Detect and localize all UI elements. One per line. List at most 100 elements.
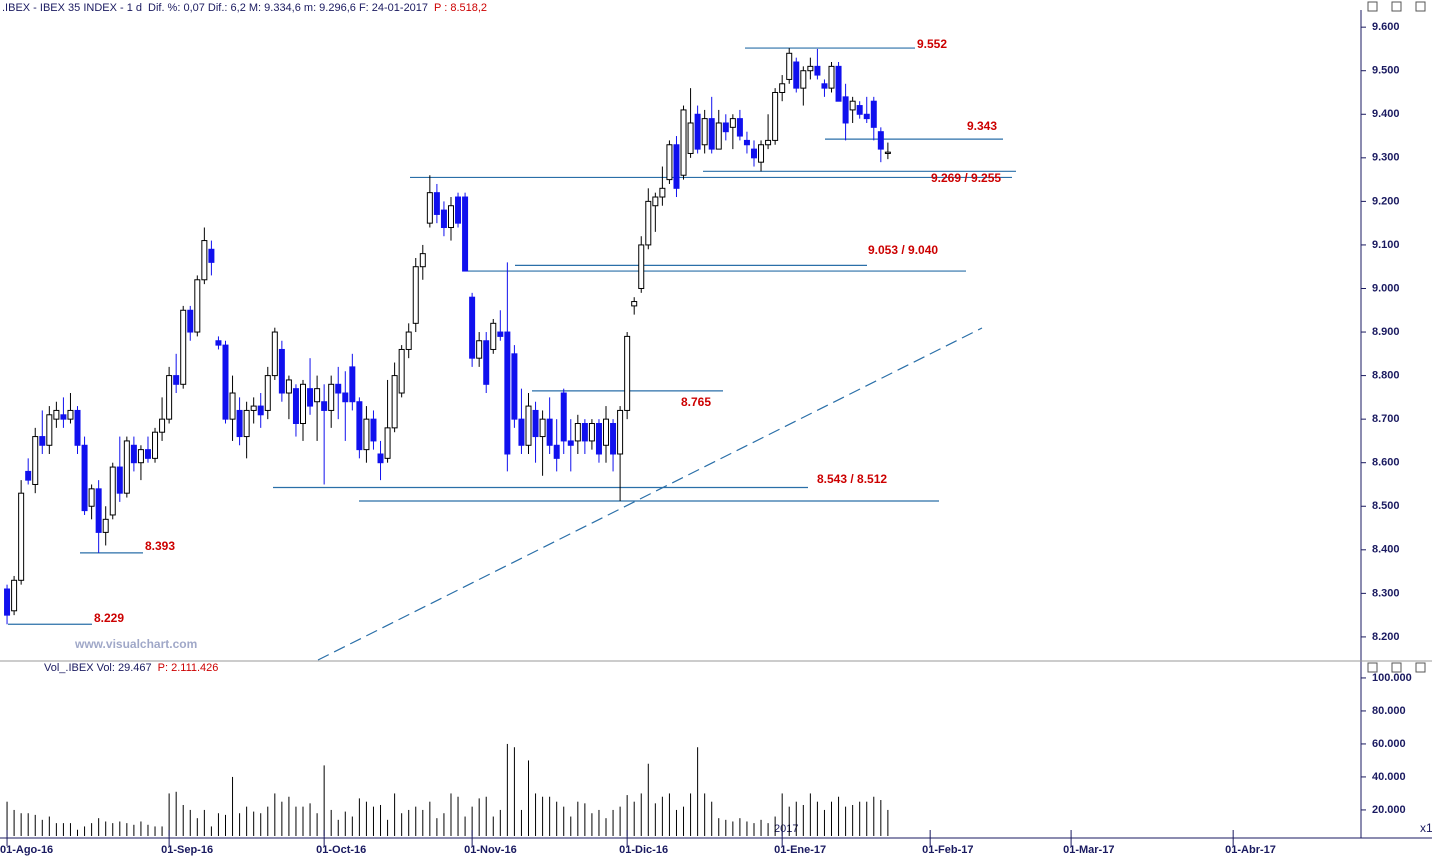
candle-body	[455, 196, 462, 224]
candle-body	[842, 96, 849, 124]
candle-body	[553, 444, 560, 459]
button[interactable]	[1391, 1, 1402, 12]
y-tick-label: 9.400	[1372, 108, 1400, 120]
candle-body	[356, 401, 363, 451]
candle-body	[708, 118, 715, 150]
candle-body	[595, 423, 602, 455]
candle-body	[25, 470, 32, 481]
instrument: .IBEX - IBEX 35 INDEX - 1 d	[2, 2, 142, 14]
candle-body	[285, 379, 292, 394]
level-label: 8.543 / 8.512	[817, 472, 887, 486]
candle-body	[384, 427, 391, 459]
candle-body	[666, 144, 673, 181]
candle-body	[391, 375, 398, 429]
candle-body	[271, 331, 278, 377]
y-tick-label: 20.000	[1372, 804, 1406, 816]
candle-body	[884, 151, 891, 154]
candle-body	[610, 423, 617, 455]
candle-body	[447, 205, 454, 229]
candle-body	[201, 240, 208, 281]
candle-body	[694, 113, 701, 150]
candle-body	[363, 418, 370, 451]
volume-title-text: Vol_.IBEX Vol: 29.467	[44, 662, 152, 674]
y-tick-label: 8.300	[1372, 587, 1400, 599]
candle-body	[652, 196, 659, 207]
candle-body	[32, 436, 39, 485]
y-tick-label: 8.900	[1372, 326, 1400, 338]
x-tick-label: 01-Mar-17	[1063, 844, 1114, 856]
candle-body	[95, 488, 102, 533]
candle-body	[300, 383, 307, 425]
candle-body	[236, 409, 243, 438]
candle-body	[736, 118, 743, 137]
candle-body	[88, 488, 95, 507]
y-tick-label: 9.500	[1372, 65, 1400, 77]
candle-body	[335, 383, 342, 394]
candle-body	[835, 65, 842, 102]
window-buttons[interactable]	[1367, 1, 1426, 673]
candle-body	[137, 449, 144, 464]
candle-body	[109, 466, 116, 516]
level-label: 9.269 / 9.255	[931, 171, 1001, 185]
candle-body	[46, 414, 53, 446]
candle-body	[173, 375, 180, 385]
stats: Dif. %: 0,07 Dif.: 6,2 M: 9.334,6 m: 9.2…	[148, 2, 428, 14]
candle-body	[152, 431, 159, 459]
volume-subtitle: P: 2.111.426	[158, 662, 219, 674]
level-label: 9.343	[967, 119, 997, 133]
volume-title: Vol_.IBEX Vol: 29.467 P: 2.111.426	[44, 662, 218, 674]
candle-body	[856, 105, 863, 115]
last-price: P : 8.518,2	[434, 2, 487, 14]
candle-body	[314, 388, 321, 403]
candle-body	[631, 301, 638, 307]
y-tick-label: 40.000	[1372, 771, 1406, 783]
candle-body	[828, 65, 835, 89]
candle-body	[567, 440, 574, 446]
candle-body	[617, 409, 624, 455]
candle-body	[328, 383, 335, 411]
candle-body	[574, 423, 581, 442]
candle-body	[398, 348, 405, 394]
candle-body	[673, 144, 680, 189]
candle-body	[772, 91, 779, 141]
candle-body	[349, 366, 356, 403]
candle-body	[765, 139, 772, 146]
button[interactable]	[1367, 1, 1378, 12]
candle-body	[462, 196, 469, 272]
button[interactable]	[1415, 1, 1426, 12]
watermark: www.visualchart.com	[74, 637, 197, 651]
y-tick-label: 8.700	[1372, 413, 1400, 425]
candle-body	[800, 70, 807, 89]
candle-body	[215, 340, 222, 346]
candle-body	[18, 492, 25, 581]
candle-body	[194, 279, 201, 333]
candle-body	[525, 405, 532, 446]
candle-body	[159, 418, 166, 433]
candle-body	[469, 296, 476, 359]
candle-body	[419, 253, 426, 268]
candle-body	[187, 309, 194, 333]
button[interactable]	[1415, 662, 1426, 673]
candle-body	[116, 466, 123, 494]
candle-body	[863, 113, 870, 120]
candle-body	[433, 192, 440, 215]
y-tick-label: 9.200	[1372, 195, 1400, 207]
candle-body	[180, 309, 187, 385]
candle-body	[144, 449, 151, 459]
x-tick-label: 01-Dic-16	[619, 844, 668, 856]
candle-body	[370, 418, 377, 442]
candle-body	[680, 109, 687, 176]
candle-body	[74, 409, 81, 446]
button[interactable]	[1391, 662, 1402, 673]
button[interactable]	[1367, 662, 1378, 673]
x-tick-label: 01-Feb-17	[922, 844, 973, 856]
level-label: 8.229	[94, 611, 124, 625]
candle-body	[250, 405, 257, 411]
level-label: 8.765	[681, 395, 711, 409]
candle-body	[342, 392, 349, 403]
candle-body	[588, 423, 595, 442]
candle-body	[532, 409, 539, 438]
candle-body	[518, 418, 525, 446]
y-tick-label: 8.600	[1372, 457, 1400, 469]
